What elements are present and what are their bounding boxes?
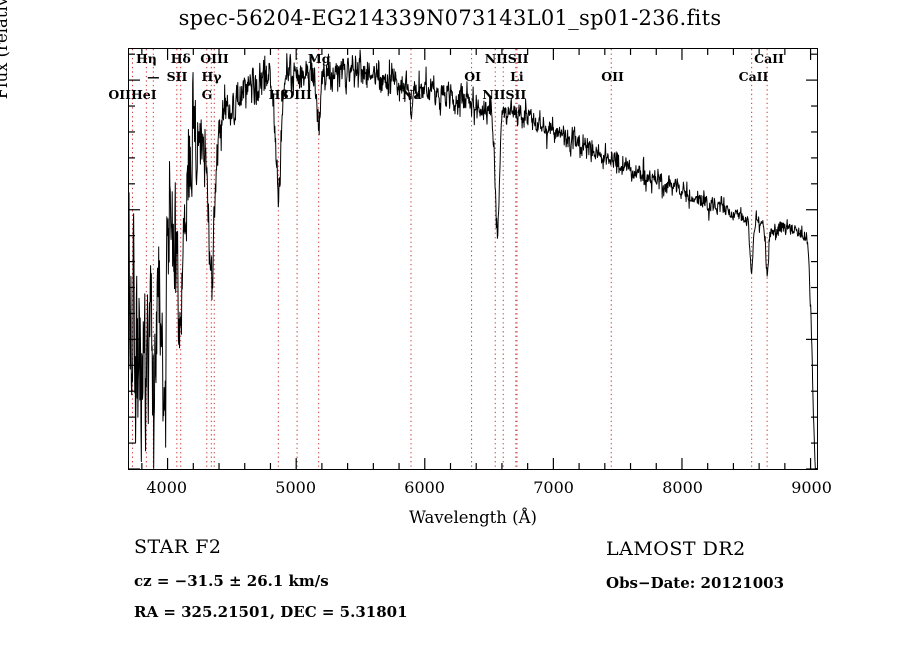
spectral-line-label: SII	[166, 69, 188, 84]
survey-text: LAMOST DR2	[606, 538, 746, 560]
spectral-line-label: Hβ	[268, 87, 289, 102]
axis-ticks	[129, 49, 817, 469]
spectral-line-label: Mg	[307, 51, 331, 66]
spectral-line-label: OI	[464, 69, 481, 84]
spectrum-trace	[129, 49, 817, 469]
spectral-line-label: NII	[484, 51, 508, 66]
spectral-gridlines	[131, 49, 768, 469]
x-tick-label: 8000	[662, 478, 703, 497]
spectral-line-label: Hγ	[201, 69, 222, 84]
spectral-line-label: OIII	[283, 87, 312, 102]
x-axis-label: Wavelength (Å)	[409, 508, 537, 527]
spectral-line-label: G	[201, 87, 213, 102]
plot-frame: OIIHeI Hη — Hδ SII OIII Hγ G Hβ OIII Mg Na OI NII SII L…	[108, 48, 818, 470]
x-tick-label: 6000	[404, 478, 445, 497]
spectral-line-label: SII	[507, 51, 529, 66]
spectral-line-label: OII	[601, 69, 624, 84]
spectral-line-label: Li	[510, 69, 524, 84]
page-title: spec-56204-EG214339N073143L01_sp01-236.f…	[178, 6, 722, 30]
cz-velocity-text: cz = −31.5 ± 26.1 km/s	[134, 572, 329, 590]
x-tick-label: 5000	[275, 478, 317, 497]
x-tick-label: 9000	[791, 478, 832, 497]
x-tick-label: 7000	[533, 478, 574, 497]
spectral-line-label: Hη	[135, 51, 157, 66]
spectral-line-label: CaII	[754, 51, 784, 66]
y-axis-label: Flux (relative)	[0, 0, 11, 100]
object-class-text: STAR F2	[134, 536, 222, 558]
spectral-line-label: Hδ	[170, 51, 191, 66]
spectral-line-label: OIII	[200, 51, 229, 66]
spectrum-canvas	[129, 49, 817, 469]
spectral-line-label: Na	[402, 87, 422, 102]
coordinates-text: RA = 325.21501, DEC = 5.31801	[134, 603, 408, 621]
spectral-line-label: OIIHeI	[108, 87, 157, 102]
spectral-line-label: —	[147, 69, 160, 84]
obs-date-text: Obs−Date: 20121003	[606, 574, 785, 592]
spectral-line-label: CaII	[738, 69, 769, 84]
spectral-line-label: NIISII	[482, 87, 527, 102]
x-tick-label: 4000	[146, 478, 188, 497]
